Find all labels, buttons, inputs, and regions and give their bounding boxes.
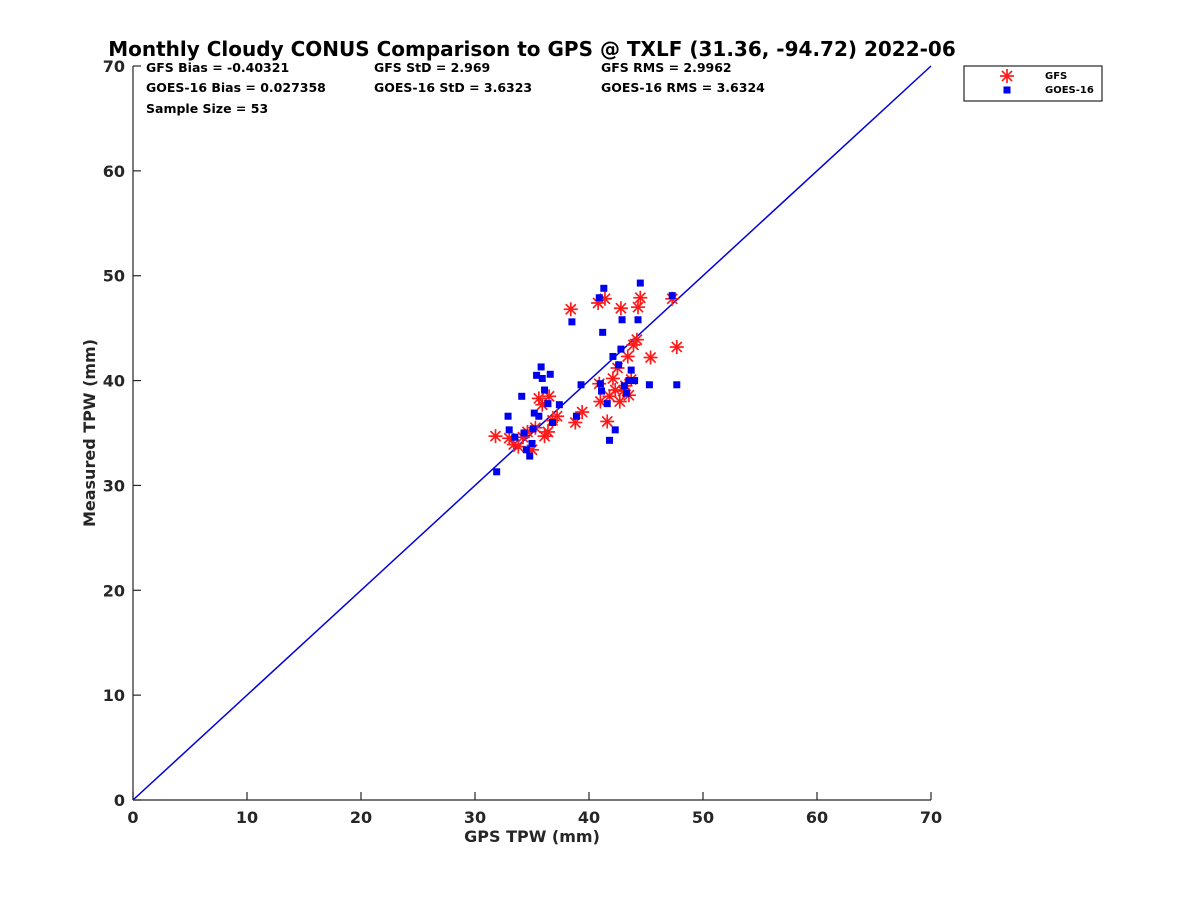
goes16-point — [623, 389, 631, 397]
gfs-point — [612, 394, 627, 409]
goes16-point — [617, 345, 625, 353]
goes16-point — [627, 366, 635, 374]
x-tick-label: 60 — [806, 808, 828, 827]
goes16-point — [522, 446, 530, 454]
goes16-point — [529, 425, 537, 433]
gfs-point — [631, 300, 646, 315]
goes16-point — [598, 387, 606, 395]
y-tick-label: 70 — [103, 57, 125, 76]
goes16-point — [538, 374, 546, 382]
goes16-point — [600, 284, 608, 292]
gfs-point — [629, 332, 644, 347]
goes16-point — [615, 361, 623, 369]
goes16-point — [520, 429, 528, 437]
y-tick-label: 30 — [103, 476, 125, 495]
goes16-point — [535, 412, 543, 420]
gfs-point — [643, 350, 658, 365]
y-tick-label: 10 — [103, 686, 125, 705]
legend-label-goes16: GOES-16 — [1045, 85, 1094, 96]
goes16-point — [526, 452, 534, 460]
y-tick-label: 0 — [114, 791, 125, 810]
y-tick-label: 40 — [103, 372, 125, 391]
gfs-rms-text: GFS RMS = 2.9962 — [601, 60, 732, 75]
goes16-rms-text: GOES-16 RMS = 3.6324 — [601, 80, 765, 95]
goes16-point — [596, 380, 604, 388]
data-points-layer — [488, 279, 684, 476]
gfs-std-text: GFS StD = 2.969 — [374, 60, 490, 75]
statistics-annotations: GFS Bias = -0.40321 GFS StD = 2.969 GFS … — [146, 60, 765, 116]
y-tick-label: 20 — [103, 581, 125, 600]
goes16-point — [634, 316, 642, 324]
goes16-point — [620, 382, 628, 390]
axis-ticks: 0 10 20 30 40 50 60 70 0 10 20 30 40 50 60 70 — [103, 57, 942, 827]
goes16-point — [645, 381, 653, 389]
goes16-point — [668, 292, 676, 300]
goes16-point — [625, 377, 633, 385]
goes16-point — [577, 381, 585, 389]
y-tick-label: 50 — [103, 267, 125, 286]
x-tick-label: 30 — [464, 808, 486, 827]
legend-marker-goes16 — [1003, 86, 1011, 94]
x-tick-label: 50 — [692, 808, 714, 827]
goes16-point — [618, 316, 626, 324]
goes16-std-text: GOES-16 StD = 3.6323 — [374, 80, 532, 95]
gfs-point — [540, 424, 555, 439]
x-tick-label: 0 — [127, 808, 138, 827]
goes16-point — [599, 328, 607, 336]
goes16-point — [611, 426, 619, 434]
goes16-point — [595, 294, 603, 302]
gfs-point — [669, 340, 684, 355]
goes16-point — [504, 412, 512, 420]
goes16-point — [493, 468, 501, 476]
gfs-point — [600, 414, 615, 429]
gfs-point — [620, 349, 635, 364]
goes16-bias-text: GOES-16 Bias = 0.027358 — [146, 80, 326, 95]
legend: GFS GOES-16 — [963, 65, 1103, 102]
goes16-point — [546, 370, 554, 378]
goes16-point — [673, 381, 681, 389]
sample-size-text: Sample Size = 53 — [146, 101, 268, 116]
reference-line-layer — [132, 65, 932, 801]
plot-area: 0 10 20 30 40 50 60 70 0 10 20 30 40 50 60 70 — [103, 57, 942, 827]
x-axis-label: GPS TPW (mm) — [464, 827, 600, 846]
goes16-point — [511, 433, 519, 441]
x-tick-label: 10 — [236, 808, 258, 827]
goes16-point — [530, 409, 538, 417]
gfs-point — [605, 371, 620, 386]
x-tick-label: 20 — [350, 808, 372, 827]
gfs-legend-symbol — [1000, 69, 1014, 83]
gfs-point — [488, 429, 503, 444]
goes16-point — [505, 426, 513, 434]
goes16-point — [533, 371, 541, 379]
goes16-point — [555, 401, 563, 409]
x-tick-label: 40 — [578, 808, 600, 827]
gfs-point — [633, 290, 648, 305]
goes16-legend-symbol — [1003, 86, 1011, 94]
gfs-point — [563, 302, 578, 317]
goes16-point — [549, 419, 557, 427]
goes16-point — [572, 412, 580, 420]
legend-label-gfs: GFS — [1045, 71, 1067, 82]
gfs-bias-text: GFS Bias = -0.40321 — [146, 60, 289, 75]
goes16-point — [609, 352, 617, 360]
goes16-point — [631, 377, 639, 385]
chart-title: Monthly Cloudy CONUS Comparison to GPS @… — [108, 37, 956, 61]
y-tick-label: 60 — [103, 162, 125, 181]
y-axis-label: Measured TPW (mm) — [80, 339, 99, 527]
goes16-point — [568, 318, 576, 326]
goes16-point — [528, 439, 536, 447]
goes16-point — [636, 279, 644, 287]
gfs-point — [613, 301, 628, 316]
legend-marker-gfs — [1000, 69, 1014, 83]
goes16-point — [537, 363, 545, 371]
goes16-point — [544, 400, 552, 408]
goes16-point — [518, 392, 526, 400]
goes16-point — [603, 400, 611, 408]
one-to-one-line — [132, 65, 932, 801]
legend-box — [963, 65, 1103, 102]
goes16-point — [606, 436, 614, 444]
x-tick-label: 70 — [920, 808, 942, 827]
goes16-point — [541, 386, 549, 394]
